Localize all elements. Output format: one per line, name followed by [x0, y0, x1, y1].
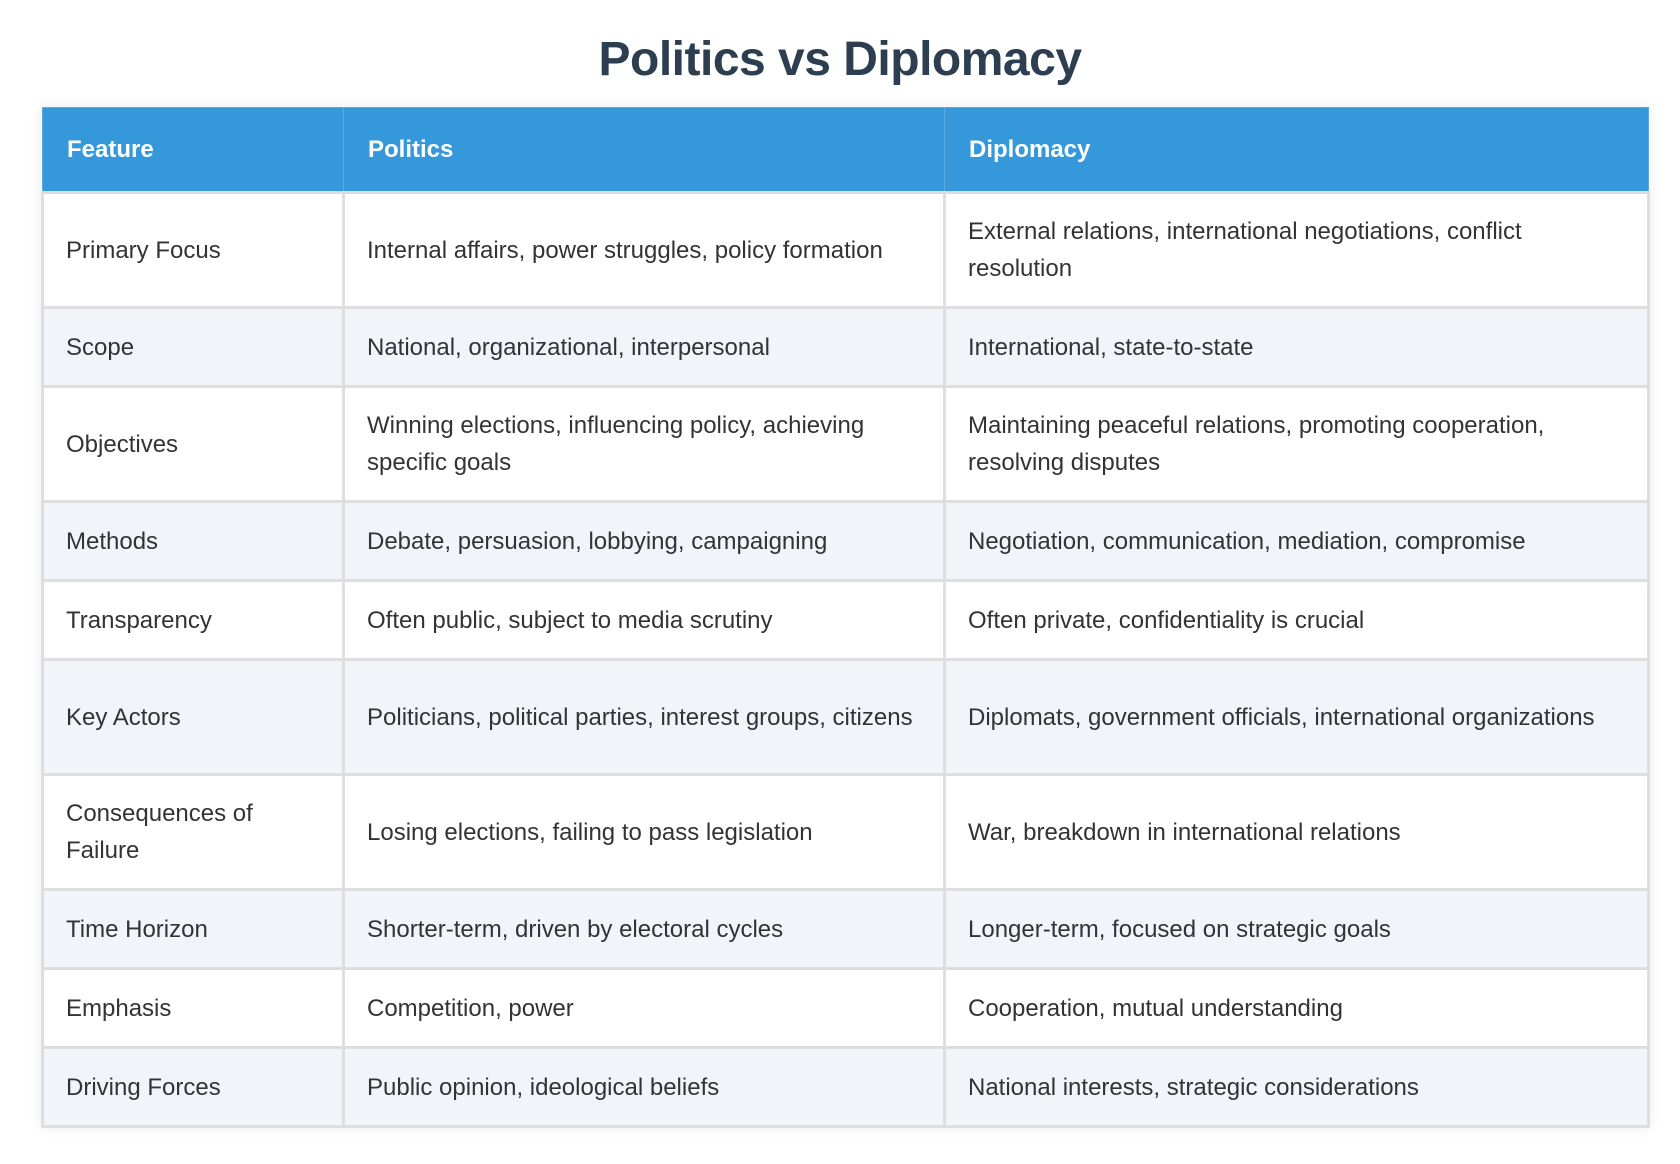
column-header-feature: Feature — [42, 107, 344, 194]
politics-cell: Internal affairs, power struggles, polic… — [342, 191, 946, 309]
table-row: Methods Debate, persuasion, lobbying, ca… — [41, 500, 1650, 582]
diplomacy-cell: Often private, confidentiality is crucia… — [943, 579, 1650, 661]
diplomacy-cell: Negotiation, communication, mediation, c… — [943, 500, 1650, 582]
page-title: Politics vs Diplomacy — [598, 33, 1082, 86]
feature-cell: Emphasis — [41, 967, 345, 1049]
diplomacy-cell: Cooperation, mutual understanding — [943, 967, 1650, 1049]
politics-cell: Public opinion, ideological beliefs — [342, 1046, 946, 1128]
comparison-table: Feature Politics Diplomacy Primary Focus… — [41, 107, 1650, 1128]
feature-cell: Scope — [41, 306, 345, 388]
table-row: Time Horizon Shorter-term, driven by ele… — [41, 888, 1650, 970]
feature-cell: Key Actors — [41, 658, 345, 776]
column-header-diplomacy: Diplomacy — [944, 107, 1649, 194]
politics-cell: Debate, persuasion, lobbying, campaignin… — [342, 500, 946, 582]
header-row: Feature Politics Diplomacy — [42, 107, 1649, 194]
feature-cell: Primary Focus — [41, 191, 345, 309]
diplomacy-cell: International, state-to-state — [943, 306, 1650, 388]
feature-cell: Consequences of Failure — [41, 773, 345, 891]
politics-cell: Competition, power — [342, 967, 946, 1049]
feature-cell: Methods — [41, 500, 345, 582]
column-header-politics: Politics — [343, 107, 945, 194]
politics-cell: Shorter-term, driven by electoral cycles — [342, 888, 946, 970]
diplomacy-cell: National interests, strategic considerat… — [943, 1046, 1650, 1128]
diplomacy-cell: Longer-term, focused on strategic goals — [943, 888, 1650, 970]
politics-cell: Often public, subject to media scrutiny — [342, 579, 946, 661]
diplomacy-cell: External relations, international negoti… — [943, 191, 1650, 309]
table-row: Primary Focus Internal affairs, power st… — [41, 191, 1650, 309]
table-body: Primary Focus Internal affairs, power st… — [41, 191, 1650, 1128]
diplomacy-cell: War, breakdown in international relation… — [943, 773, 1650, 891]
feature-cell: Driving Forces — [41, 1046, 345, 1128]
diplomacy-cell: Diplomats, government officials, interna… — [943, 658, 1650, 776]
diplomacy-cell: Maintaining peaceful relations, promotin… — [943, 385, 1650, 503]
table-row: Key Actors Politicians, political partie… — [41, 658, 1650, 776]
table-row: Consequences of Failure Losing elections… — [41, 773, 1650, 891]
table-row: Transparency Often public, subject to me… — [41, 579, 1650, 661]
table-row: Scope National, organizational, interper… — [41, 306, 1650, 388]
table-row: Objectives Winning elections, influencin… — [41, 385, 1650, 503]
feature-cell: Transparency — [41, 579, 345, 661]
table-row: Driving Forces Public opinion, ideologic… — [41, 1046, 1650, 1128]
politics-cell: Winning elections, influencing policy, a… — [342, 385, 946, 503]
politics-cell: Losing elections, failing to pass legisl… — [342, 773, 946, 891]
politics-cell: Politicians, political parties, interest… — [342, 658, 946, 776]
feature-cell: Objectives — [41, 385, 345, 503]
table-row: Emphasis Competition, power Cooperation,… — [41, 967, 1650, 1049]
politics-cell: National, organizational, interpersonal — [342, 306, 946, 388]
table-header: Feature Politics Diplomacy — [42, 107, 1649, 194]
feature-cell: Time Horizon — [41, 888, 345, 970]
